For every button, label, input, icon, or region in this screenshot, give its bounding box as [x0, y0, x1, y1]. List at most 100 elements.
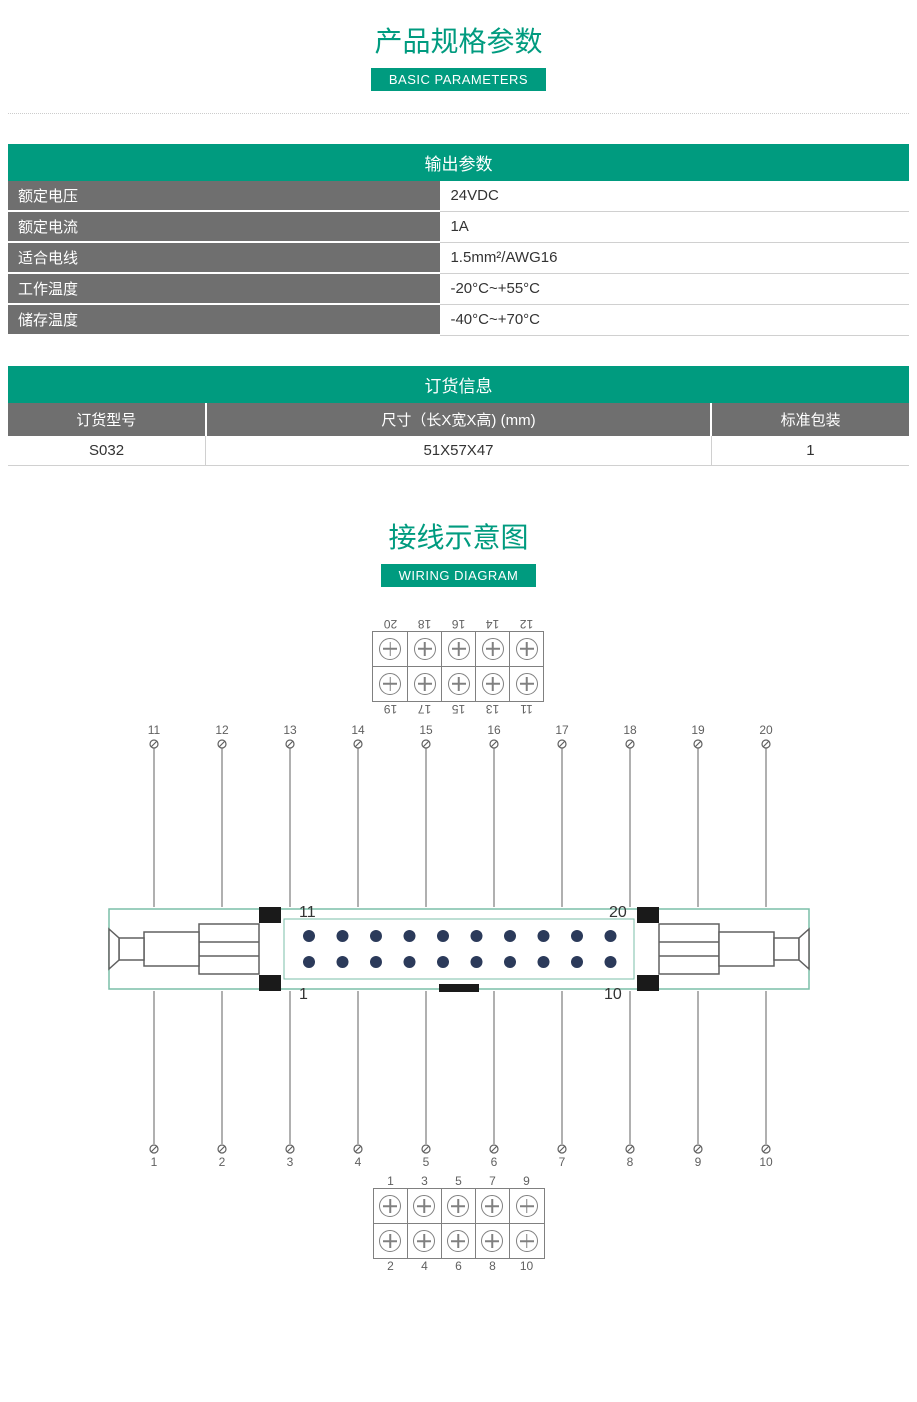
- terminal-label: 9: [510, 1174, 544, 1188]
- screw-icon: [482, 673, 504, 695]
- order-table-header: 订货信息: [8, 366, 909, 403]
- svg-text:12: 12: [215, 724, 229, 737]
- spec-label: 额定电压: [8, 181, 440, 211]
- svg-text:17: 17: [555, 724, 569, 737]
- screw-icon: [413, 1195, 435, 1217]
- screw-icon: [413, 1230, 435, 1252]
- terminal-label: 18: [408, 617, 442, 631]
- wiring-subtitle: WIRING DIAGRAM: [381, 564, 537, 587]
- order-table: 订货信息 订货型号 尺寸（长X宽X高) (mm) 标准包装 S032 51X57…: [0, 366, 917, 466]
- screw-icon: [380, 673, 402, 695]
- svg-text:13: 13: [283, 724, 297, 737]
- order-col: 尺寸（长X宽X高) (mm): [206, 403, 712, 436]
- svg-text:5: 5: [422, 1155, 429, 1169]
- terminal-label: 11: [510, 702, 544, 716]
- terminal-label: 19: [374, 702, 408, 716]
- terminal-labels-bottom-row2: 2 4 6 8 10: [374, 1259, 544, 1273]
- svg-text:10: 10: [759, 1155, 773, 1169]
- terminal-labels-top-row1: 11 13 15 17 19: [374, 702, 544, 716]
- connector-schematic: 11121314151617181920 11: [49, 724, 869, 1174]
- svg-text:18: 18: [623, 724, 637, 737]
- terminal-label: 6: [442, 1259, 476, 1273]
- terminal-label: 14: [476, 617, 510, 631]
- wiring-diagram: 11 13 15 17 19 12 14 16 18 20: [0, 597, 917, 1321]
- screw-icon: [380, 638, 402, 660]
- order-cell: 51X57X47: [206, 436, 712, 466]
- svg-text:11: 11: [299, 904, 316, 921]
- screw-icon: [516, 1195, 538, 1217]
- terminal-label: 4: [408, 1259, 442, 1273]
- terminal-label: 5: [442, 1174, 476, 1188]
- screw-icon: [516, 1230, 538, 1252]
- screw-icon: [448, 638, 470, 660]
- screw-icon: [516, 638, 538, 660]
- order-col: 订货型号: [8, 403, 206, 436]
- screw-icon: [379, 1195, 401, 1217]
- svg-text:6: 6: [490, 1155, 497, 1169]
- screw-icon: [516, 673, 538, 695]
- spec-value: 1.5mm²/AWG16: [440, 242, 909, 273]
- terminal-label: 16: [442, 617, 476, 631]
- table-row: 额定电压 24VDC: [8, 181, 909, 211]
- order-col: 标准包装: [711, 403, 909, 436]
- spec-value: -40°C~+70°C: [440, 304, 909, 335]
- table-row: 适合电线 1.5mm²/AWG16: [8, 242, 909, 273]
- order-cell: 1: [711, 436, 909, 466]
- terminal-block-bottom: 1 3 5 7 9 2 4 6 8 10: [0, 1174, 917, 1273]
- terminal-label: 17: [408, 702, 442, 716]
- screw-icon: [481, 1230, 503, 1252]
- svg-text:20: 20: [759, 724, 773, 737]
- table-row: 工作温度 -20°C~+55°C: [8, 273, 909, 304]
- table-row: 额定电流 1A: [8, 211, 909, 242]
- svg-text:8: 8: [626, 1155, 633, 1169]
- spec-table-header: 输出参数: [8, 144, 909, 181]
- order-cell: S032: [8, 436, 206, 466]
- svg-text:14: 14: [351, 724, 365, 737]
- terminal-labels-bottom-row1: 1 3 5 7 9: [374, 1174, 544, 1188]
- screw-icon: [447, 1195, 469, 1217]
- screw-icon: [379, 1230, 401, 1252]
- order-columns-row: 订货型号 尺寸（长X宽X高) (mm) 标准包装: [8, 403, 909, 436]
- terminal-label: 8: [476, 1259, 510, 1273]
- svg-text:2: 2: [218, 1155, 225, 1169]
- svg-text:9: 9: [694, 1155, 701, 1169]
- spec-value: 1A: [440, 211, 909, 242]
- svg-text:15: 15: [419, 724, 433, 737]
- spec-table: 输出参数 额定电压 24VDC 额定电流 1A 适合电线 1.5mm²/AWG1…: [0, 144, 917, 336]
- spec-value: 24VDC: [440, 181, 909, 211]
- screw-icon: [448, 673, 470, 695]
- divider: [8, 113, 909, 114]
- svg-text:3: 3: [286, 1155, 293, 1169]
- spec-label: 储存温度: [8, 304, 440, 335]
- svg-text:1: 1: [299, 986, 308, 1003]
- terminal-label: 7: [476, 1174, 510, 1188]
- wiring-section-header: 接线示意图 WIRING DIAGRAM: [0, 496, 917, 597]
- screw-icon: [481, 1195, 503, 1217]
- terminal-label: 15: [442, 702, 476, 716]
- svg-text:7: 7: [558, 1155, 565, 1169]
- svg-text:4: 4: [354, 1155, 361, 1169]
- terminal-label: 20: [374, 617, 408, 631]
- svg-text:16: 16: [487, 724, 501, 737]
- terminal-label: 1: [374, 1174, 408, 1188]
- screw-icon: [414, 638, 436, 660]
- table-row: 储存温度 -40°C~+70°C: [8, 304, 909, 335]
- screw-icon: [414, 673, 436, 695]
- svg-text:10: 10: [604, 986, 622, 1003]
- specs-subtitle: BASIC PARAMETERS: [371, 68, 546, 91]
- terminal-label: 12: [510, 617, 544, 631]
- spec-label: 适合电线: [8, 242, 440, 273]
- screw-icon: [447, 1230, 469, 1252]
- specs-title: 产品规格参数: [0, 20, 917, 60]
- spec-label: 额定电流: [8, 211, 440, 242]
- svg-text:11: 11: [147, 724, 160, 737]
- spec-value: -20°C~+55°C: [440, 273, 909, 304]
- svg-text:20: 20: [609, 904, 627, 921]
- svg-text:19: 19: [691, 724, 705, 737]
- terminal-labels-top-row2: 12 14 16 18 20: [374, 617, 544, 631]
- terminal-label: 2: [374, 1259, 408, 1273]
- terminal-label: 10: [510, 1259, 544, 1273]
- terminal-label: 3: [408, 1174, 442, 1188]
- terminal-block-top: 11 13 15 17 19 12 14 16 18 20: [0, 617, 917, 716]
- specs-section-header: 产品规格参数 BASIC PARAMETERS: [0, 0, 917, 101]
